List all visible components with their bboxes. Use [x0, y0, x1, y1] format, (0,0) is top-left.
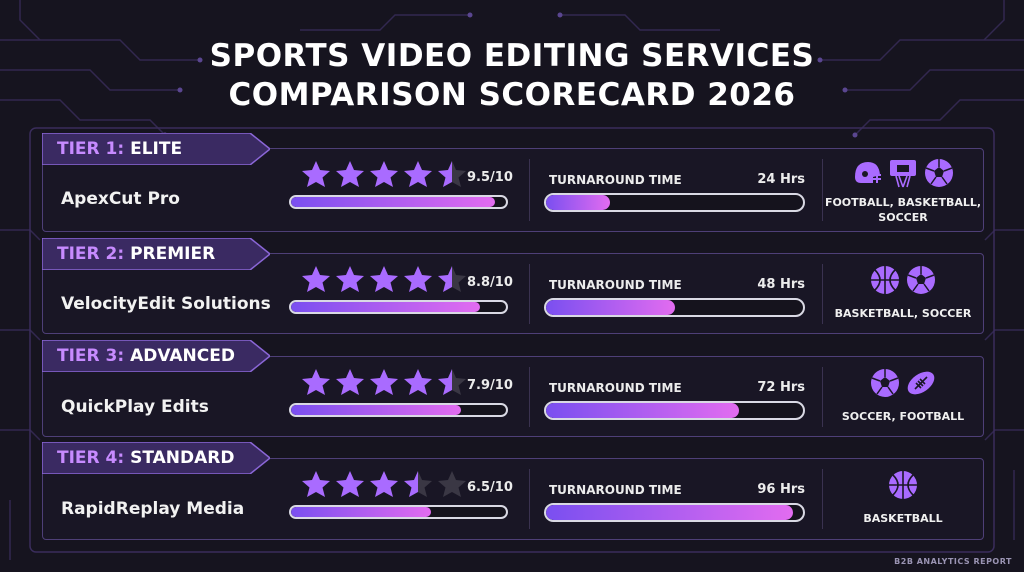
- star-half-icon: [435, 159, 469, 189]
- rating-bar: [289, 300, 508, 314]
- turnaround-bar-fill: [546, 300, 675, 315]
- sports-covered: BASKETBALL, SOCCER: [834, 307, 972, 320]
- soccer-ball-icon: [905, 264, 937, 296]
- star-rating: [299, 367, 469, 397]
- tier-tab-4: TIER 4: STANDARD: [42, 442, 270, 474]
- rating-score: 6.5/10: [467, 480, 513, 495]
- star-rating: [299, 159, 469, 189]
- service-name: RapidReplay Media: [61, 499, 245, 519]
- tier-tab-2: TIER 2: PREMIER: [42, 238, 270, 270]
- turnaround-label: TURNAROUND TIME: [549, 381, 682, 395]
- tier-label: TIER 2:: [57, 244, 125, 264]
- sport-icons: [823, 157, 983, 189]
- rating-bar-fill: [291, 507, 431, 517]
- sports-covered: SOCCER, FOOTBALL: [841, 410, 965, 423]
- footer-source: B2B ANALYTICS REPORT: [894, 557, 1012, 566]
- turnaround-bar-fill: [546, 195, 611, 210]
- star-full-icon: [367, 469, 401, 499]
- rating-bar-fill: [291, 405, 461, 415]
- tier-label: TIER 1:: [57, 139, 125, 159]
- page-title-line-2: COMPARISON SCORECARD 2026: [228, 77, 796, 113]
- turnaround-bar: [544, 193, 805, 212]
- sports-covered: FOOTBALL, BASKETBALL, SOCCER: [824, 196, 982, 224]
- page-title-line-1: SPORTS VIDEO EDITING SERVICES: [209, 38, 815, 74]
- service-name: VelocityEdit Solutions: [61, 294, 271, 314]
- tier-name: PREMIER: [130, 244, 216, 264]
- tier-name: ADVANCED: [130, 346, 235, 366]
- turnaround-label: TURNAROUND TIME: [549, 278, 682, 292]
- service-name: ApexCut Pro: [61, 189, 180, 209]
- divider: [822, 367, 823, 427]
- divider: [822, 264, 823, 324]
- divider: [529, 367, 530, 427]
- divider: [822, 469, 823, 529]
- american-football-icon: [905, 367, 937, 399]
- turnaround-value: 24 Hrs: [757, 172, 805, 187]
- star-half-icon: [435, 367, 469, 397]
- tier-name: ELITE: [130, 139, 183, 159]
- rating-score: 9.5/10: [467, 170, 513, 185]
- star-full-icon: [401, 159, 435, 189]
- sports-covered: BASKETBALL: [863, 512, 943, 525]
- rating-bar-fill: [291, 197, 496, 207]
- turnaround-value: 48 Hrs: [757, 277, 805, 292]
- soccer-ball-icon: [869, 367, 901, 399]
- divider: [822, 159, 823, 221]
- star-empty-icon: [435, 469, 469, 499]
- tier-tab-1: TIER 1: ELITE: [42, 133, 270, 165]
- service-name: QuickPlay Edits: [61, 397, 209, 417]
- tier-name: STANDARD: [130, 448, 235, 468]
- turnaround-bar-fill: [546, 505, 793, 520]
- turnaround-value: 72 Hrs: [757, 380, 805, 395]
- turnaround-label: TURNAROUND TIME: [549, 173, 682, 187]
- star-full-icon: [367, 264, 401, 294]
- basketball-hoop-icon: [887, 157, 919, 189]
- soccer-ball-icon: [923, 157, 955, 189]
- star-half-icon: [435, 264, 469, 294]
- star-rating: [299, 264, 469, 294]
- tier-tab-3: TIER 3: ADVANCED: [42, 340, 270, 372]
- turnaround-bar: [544, 503, 805, 522]
- tier-label: TIER 4:: [57, 448, 125, 468]
- star-full-icon: [333, 367, 367, 397]
- basketball-icon: [869, 264, 901, 296]
- star-full-icon: [299, 469, 333, 499]
- star-full-icon: [367, 159, 401, 189]
- turnaround-value: 96 Hrs: [757, 482, 805, 497]
- divider: [529, 159, 530, 221]
- star-full-icon: [367, 367, 401, 397]
- divider: [529, 264, 530, 324]
- star-full-icon: [299, 367, 333, 397]
- rating-bar: [289, 403, 508, 417]
- star-full-icon: [299, 159, 333, 189]
- star-rating: [299, 469, 469, 499]
- sport-icons: [823, 469, 983, 501]
- rating-bar: [289, 195, 508, 209]
- rating-score: 8.8/10: [467, 275, 513, 290]
- star-full-icon: [401, 367, 435, 397]
- football-helmet-icon: [851, 157, 883, 189]
- star-full-icon: [401, 264, 435, 294]
- turnaround-bar-fill: [546, 403, 739, 418]
- sport-icons: [823, 367, 983, 399]
- sport-icons: [823, 264, 983, 296]
- star-half-icon: [401, 469, 435, 499]
- turnaround-bar: [544, 401, 805, 420]
- star-full-icon: [333, 469, 367, 499]
- rating-bar-fill: [291, 302, 481, 312]
- star-full-icon: [299, 264, 333, 294]
- divider: [529, 469, 530, 529]
- tier-label: TIER 3:: [57, 346, 125, 366]
- turnaround-bar: [544, 298, 805, 317]
- basketball-icon: [887, 469, 919, 501]
- rating-score: 7.9/10: [467, 378, 513, 393]
- star-full-icon: [333, 264, 367, 294]
- star-full-icon: [333, 159, 367, 189]
- rating-bar: [289, 505, 508, 519]
- turnaround-label: TURNAROUND TIME: [549, 483, 682, 497]
